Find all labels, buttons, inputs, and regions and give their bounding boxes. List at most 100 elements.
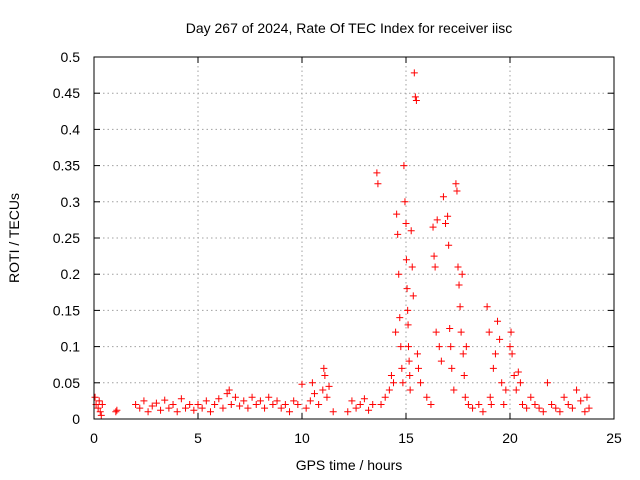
x-tick-label: 5 xyxy=(194,430,202,446)
data-point xyxy=(455,281,463,289)
data-point xyxy=(411,93,419,101)
data-point xyxy=(399,379,407,387)
data-point xyxy=(112,408,120,416)
data-point xyxy=(394,230,402,238)
data-point xyxy=(165,404,173,412)
data-point xyxy=(447,343,455,351)
data-point xyxy=(219,404,227,412)
data-point xyxy=(430,252,438,260)
data-point xyxy=(437,357,445,365)
data-point xyxy=(433,216,441,224)
data-point xyxy=(543,379,551,387)
data-point xyxy=(157,406,165,414)
data-point xyxy=(404,321,412,329)
data-point xyxy=(573,386,581,394)
y-tick-label: 0.05 xyxy=(53,375,80,391)
data-point xyxy=(413,350,421,358)
data-point xyxy=(113,406,121,414)
data-point xyxy=(223,390,231,398)
data-point xyxy=(281,401,289,409)
data-point xyxy=(352,404,360,412)
x-tick-label: 10 xyxy=(294,430,310,446)
data-point xyxy=(552,404,560,412)
data-point xyxy=(152,399,160,407)
data-point xyxy=(514,368,522,376)
data-point xyxy=(564,401,572,409)
data-point xyxy=(412,96,420,104)
data-point xyxy=(97,411,105,419)
y-tick-label: 0.45 xyxy=(53,85,80,101)
ticks-layer xyxy=(93,56,615,420)
y-tick-label: 0.15 xyxy=(53,302,80,318)
data-point xyxy=(548,401,556,409)
data-point xyxy=(402,256,410,264)
data-point xyxy=(404,306,412,314)
data-point xyxy=(516,379,524,387)
data-point xyxy=(302,404,310,412)
data-point xyxy=(556,408,564,416)
data-point xyxy=(403,285,411,293)
data-point xyxy=(464,401,472,409)
data-point xyxy=(98,401,106,409)
data-point xyxy=(500,401,508,409)
data-point xyxy=(502,386,510,394)
data-point xyxy=(321,372,329,380)
data-point xyxy=(319,386,327,394)
data-point xyxy=(365,406,373,414)
data-point xyxy=(277,404,285,412)
data-point xyxy=(410,69,418,77)
data-point xyxy=(136,404,144,412)
data-point xyxy=(494,317,502,325)
data-point xyxy=(583,393,591,401)
data-point xyxy=(96,408,104,416)
data-point xyxy=(244,404,252,412)
data-point xyxy=(215,395,223,403)
data-point xyxy=(298,380,306,388)
data-point xyxy=(261,404,269,412)
data-point xyxy=(523,404,531,412)
data-point xyxy=(535,404,543,412)
data-point xyxy=(225,386,233,394)
data-point xyxy=(446,325,454,332)
data-point xyxy=(211,401,219,409)
data-point xyxy=(91,393,99,401)
data-point xyxy=(461,393,469,401)
data-point xyxy=(406,386,414,394)
data-point xyxy=(144,408,152,416)
data-point xyxy=(269,401,277,409)
data-point xyxy=(581,408,589,416)
data-point xyxy=(248,393,256,401)
data-point xyxy=(369,401,377,409)
data-point xyxy=(132,401,140,409)
x-tick-label: 0 xyxy=(90,430,98,446)
data-point xyxy=(256,397,264,405)
data-point xyxy=(377,401,385,409)
data-point xyxy=(400,162,408,170)
data-point xyxy=(373,169,381,177)
data-point xyxy=(206,408,214,416)
data-point xyxy=(310,390,318,398)
y-tick-label: 0.4 xyxy=(61,121,81,137)
data-point xyxy=(148,402,156,410)
data-point xyxy=(290,397,298,405)
y-tick-label: 0 xyxy=(72,411,80,427)
data-point xyxy=(308,379,316,387)
data-point xyxy=(539,408,547,416)
data-point xyxy=(398,364,406,372)
y-tick-label: 0.2 xyxy=(61,266,81,282)
data-point xyxy=(392,328,400,336)
data-point xyxy=(186,401,194,409)
data-point xyxy=(140,397,148,405)
x-tick-labels: 0 5 10 15 20 25 xyxy=(90,430,622,446)
data-point xyxy=(508,350,516,358)
data-point xyxy=(405,357,413,365)
data-point xyxy=(408,263,416,271)
data-point xyxy=(454,263,462,271)
x-axis-title: GPS time / hours xyxy=(296,457,403,473)
data-point xyxy=(417,379,425,387)
data-point xyxy=(227,401,235,409)
data-point xyxy=(177,395,185,403)
data-point xyxy=(95,397,103,405)
